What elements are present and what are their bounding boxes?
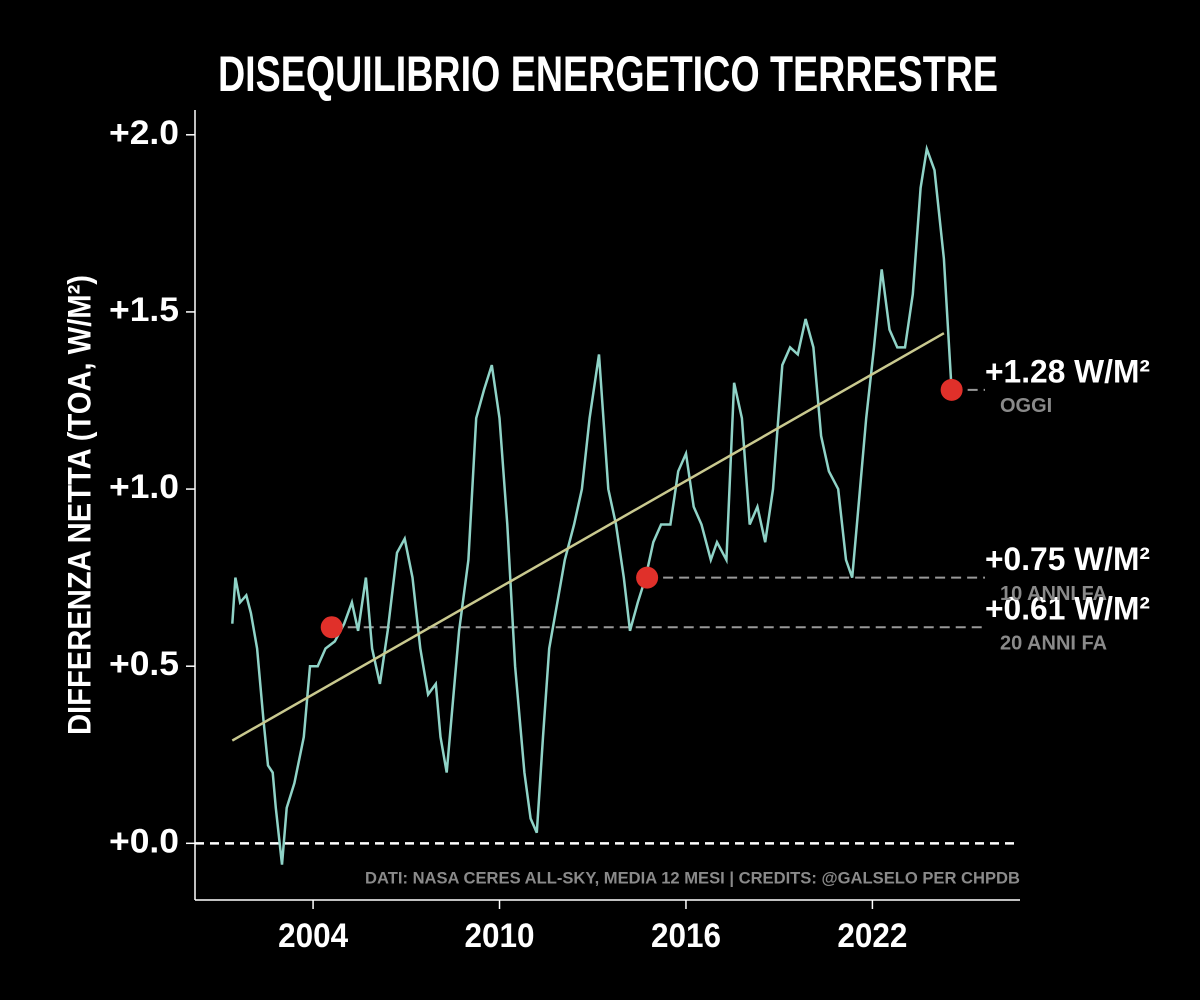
y-tick-label: +0.5 (109, 645, 179, 683)
highlight-marker (320, 616, 343, 639)
x-tick-label: 2010 (465, 917, 535, 955)
x-tick-label: 2004 (278, 917, 348, 955)
source-note: DATI: NASA CERES ALL-SKY, MEDIA 12 MESI … (365, 868, 1020, 887)
data-line (231, 144, 953, 865)
chart-title: DISEQUILIBRIO ENERGETICO TERRESTRE (218, 46, 998, 102)
highlight-label: +0.75 W/M² (985, 541, 1150, 577)
y-tick-label: +2.0 (109, 114, 179, 152)
highlight-marker (636, 566, 659, 589)
highlight-note: 10 ANNI FA (1000, 583, 1107, 605)
y-tick-label: +1.0 (109, 468, 179, 506)
highlight-note: OGGI (1000, 395, 1052, 417)
y-tick-label: +0.0 (109, 822, 179, 860)
highlight-label: +1.28 W/M² (985, 353, 1150, 389)
x-tick-label: 2022 (837, 917, 907, 955)
x-tick-label: 2016 (651, 917, 721, 955)
highlight-marker (940, 378, 963, 401)
highlight-label: +0.61 W/M² (985, 591, 1150, 627)
trend-line (231, 332, 945, 742)
y-tick-label: +1.5 (109, 291, 179, 329)
highlight-note: 20 ANNI FA (1000, 633, 1107, 655)
y-axis-label: DIFFERENZA NETTA (TOA, W/M²) (61, 275, 97, 735)
